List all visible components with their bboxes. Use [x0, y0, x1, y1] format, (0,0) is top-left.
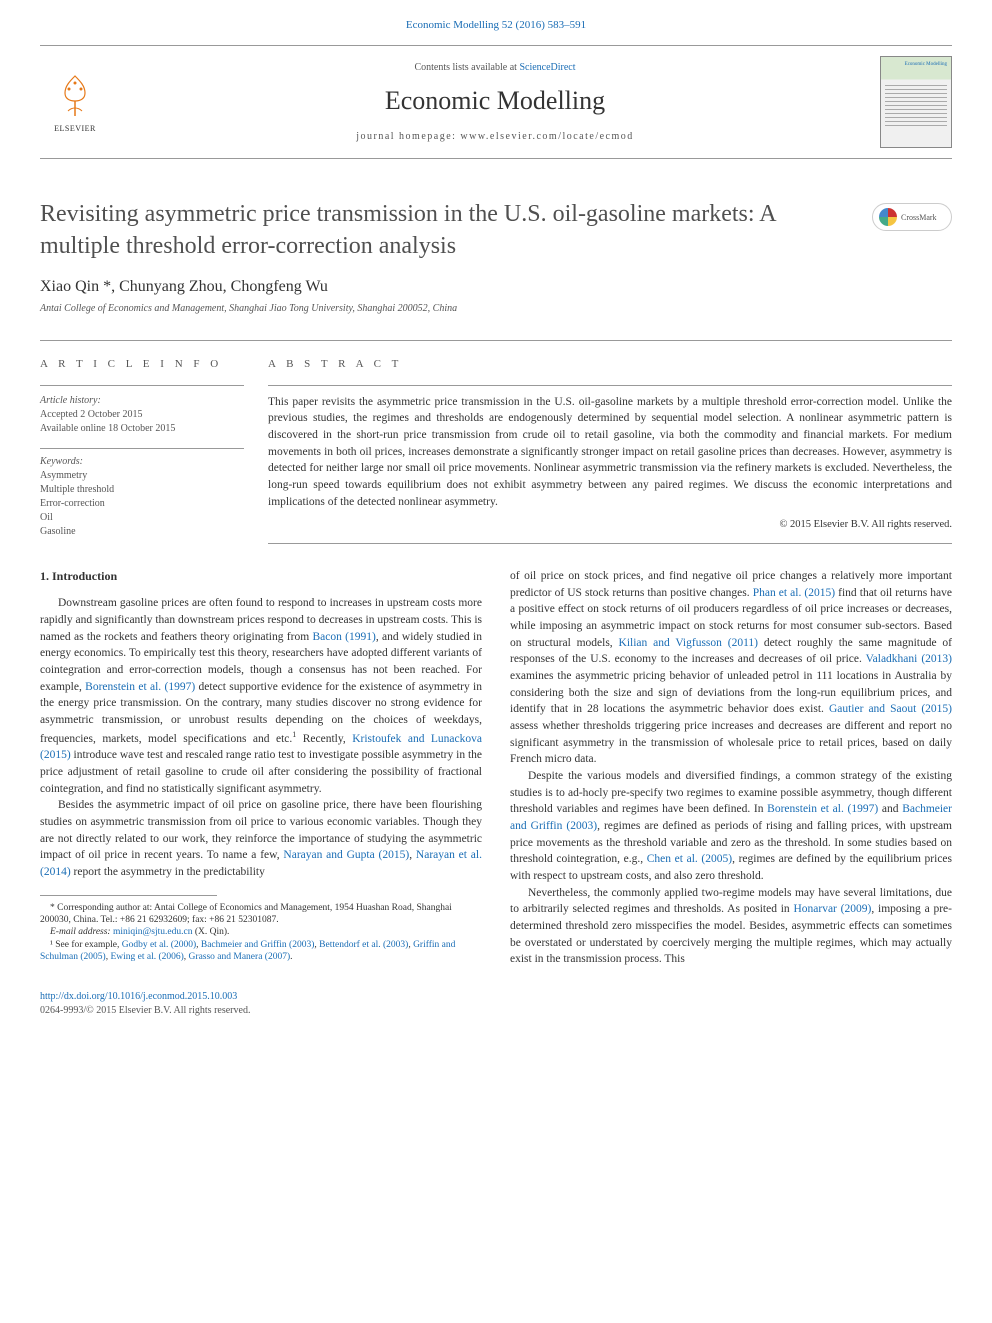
footnote-1: ¹ See for example, Godby et al. (2000), …: [40, 939, 482, 964]
body-paragraph: Downstream gasoline prices are often fou…: [40, 595, 482, 797]
section-heading: 1. Introduction: [40, 568, 482, 585]
email-label: E-mail address:: [50, 927, 113, 937]
keyword: Asymmetry: [40, 469, 244, 483]
abstract-text: This paper revisits the asymmetric price…: [268, 394, 952, 511]
text-run: Recently,: [296, 733, 352, 745]
doi-link[interactable]: http://dx.doi.org/10.1016/j.econmod.2015…: [40, 991, 237, 1002]
keyword: Error-correction: [40, 497, 244, 511]
citation-link[interactable]: Grasso and Manera (2007): [189, 952, 291, 962]
citation-link[interactable]: Borenstein et al. (1997): [85, 681, 195, 693]
affiliation: Antai College of Economics and Managemen…: [40, 302, 952, 316]
body-paragraph: Despite the various models and diversifi…: [510, 768, 952, 885]
text-run: ¹ See for example,: [50, 940, 122, 950]
citation-link[interactable]: Kilian and Vigfusson (2011): [619, 637, 758, 649]
body-paragraph: Nevertheless, the commonly applied two-r…: [510, 885, 952, 968]
email-footnote: E-mail address: miniqin@sjtu.edu.cn (X. …: [40, 926, 482, 938]
masthead: ELSEVIER Contents lists available at Sci…: [40, 45, 952, 159]
citation-link[interactable]: Bacon (1991): [312, 631, 375, 643]
online-date: Available online 18 October 2015: [40, 422, 244, 436]
citation-link[interactable]: Borenstein et al. (1997): [767, 803, 878, 815]
citation-link[interactable]: Honarvar (2009): [793, 903, 871, 915]
article-title: Revisiting asymmetric price transmission…: [40, 199, 820, 261]
header-citation-link[interactable]: Economic Modelling 52 (2016) 583–591: [406, 19, 586, 31]
journal-homepage: journal homepage: www.elsevier.com/locat…: [110, 130, 880, 144]
journal-name: Economic Modelling: [110, 83, 880, 119]
contents-line: Contents lists available at ScienceDirec…: [110, 61, 880, 75]
cover-thumb-title: Economic Modelling: [883, 59, 949, 79]
body-paragraph: Besides the asymmetric impact of oil pri…: [40, 797, 482, 880]
keyword: Multiple threshold: [40, 483, 244, 497]
authors: Xiao Qin *, Chunyang Zhou, Chongfeng Wu: [40, 276, 952, 298]
citation-link[interactable]: Narayan and Gupta (2015): [283, 849, 409, 861]
header-citation: Economic Modelling 52 (2016) 583–591: [0, 0, 992, 45]
corresponding-footnote: * Corresponding author at: Antai College…: [40, 902, 482, 927]
elsevier-wordmark: ELSEVIER: [54, 123, 96, 134]
citation-link[interactable]: Bachmeier and Griffin (2003): [201, 940, 315, 950]
accepted-date: Accepted 2 October 2015: [40, 408, 244, 422]
email-link[interactable]: miniqin@sjtu.edu.cn: [113, 927, 192, 937]
sciencedirect-link[interactable]: ScienceDirect: [519, 62, 575, 73]
abstract-block: A B S T R A C T This paper revisits the …: [268, 341, 952, 544]
elsevier-tree-icon: [50, 71, 100, 121]
masthead-center: Contents lists available at ScienceDirec…: [110, 61, 880, 143]
elsevier-logo: ELSEVIER: [40, 62, 110, 142]
contents-pre: Contents lists available at: [414, 62, 519, 73]
citation-link[interactable]: Chen et al. (2005): [647, 853, 732, 865]
journal-cover-thumb: Economic Modelling: [880, 56, 952, 148]
footer-copyright: 0264-9993/© 2015 Elsevier B.V. All right…: [40, 1004, 952, 1018]
citation-link[interactable]: Gautier and Saout (2015): [829, 703, 952, 715]
citation-link[interactable]: Bettendorf et al. (2003): [319, 940, 408, 950]
citation-link[interactable]: Godby et al. (2000): [122, 940, 196, 950]
article-info: A R T I C L E I N F O Article history: A…: [40, 341, 268, 544]
keyword: Oil: [40, 511, 244, 525]
text-run: assess whether thresholds triggering pri…: [510, 720, 952, 765]
abstract-label: A B S T R A C T: [268, 357, 952, 372]
text-run: ,: [409, 849, 416, 861]
crossmark-icon: [879, 208, 897, 226]
body-paragraph: of oil price on stock prices, and find n…: [510, 568, 952, 768]
text-run: introduce wave test and rescaled range r…: [40, 749, 482, 794]
citation-link[interactable]: Ewing et al. (2006): [110, 952, 183, 962]
page-footer: http://dx.doi.org/10.1016/j.econmod.2015…: [40, 990, 952, 1018]
body-column-right: of oil price on stock prices, and find n…: [510, 568, 952, 968]
text-run: and: [878, 803, 902, 815]
citation-link[interactable]: Phan et al. (2015): [753, 587, 835, 599]
keyword: Gasoline: [40, 525, 244, 539]
crossmark-badge[interactable]: CrossMark: [872, 203, 952, 231]
body-column-left: 1. Introduction Downstream gasoline pric…: [40, 568, 482, 968]
email-suffix: (X. Qin).: [192, 927, 229, 937]
crossmark-label: CrossMark: [901, 212, 937, 223]
keywords-label: Keywords:: [40, 455, 244, 469]
text-run: report the asymmetry in the predictabili…: [71, 866, 265, 878]
history-label: Article history:: [40, 394, 244, 408]
article-info-label: A R T I C L E I N F O: [40, 357, 244, 372]
text-run: .: [290, 952, 292, 962]
citation-link[interactable]: Valadkhani (2013): [866, 653, 952, 665]
abstract-copyright: © 2015 Elsevier B.V. All rights reserved…: [268, 518, 952, 533]
